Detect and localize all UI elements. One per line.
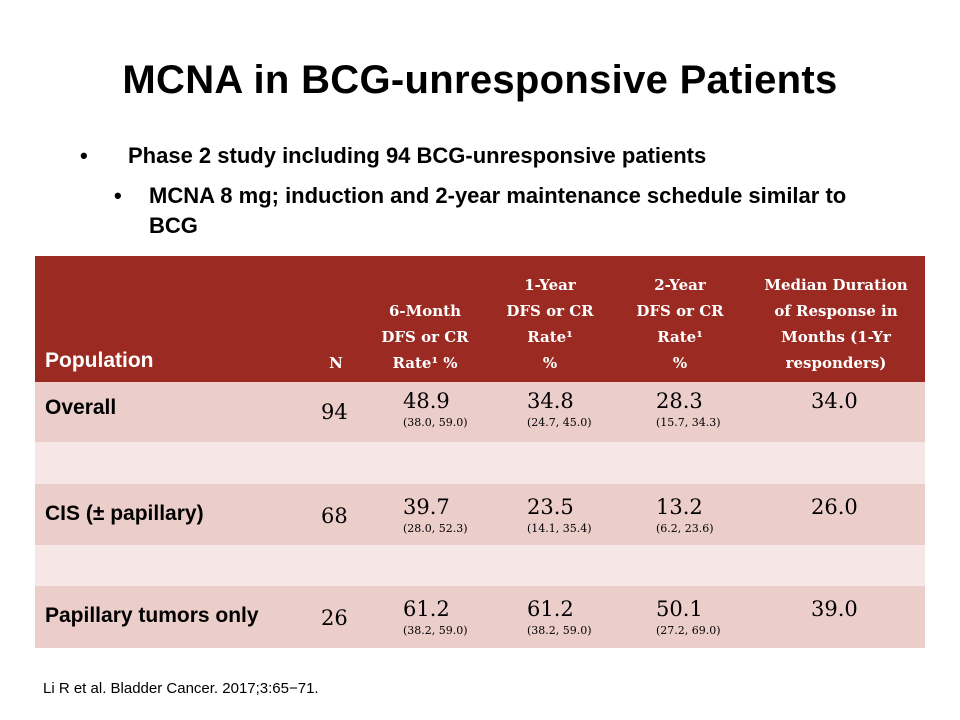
bullet-marker: •: [80, 143, 88, 168]
value: 13.2: [656, 495, 703, 519]
results-table: Population N 6-Month DFS or CR Rate¹ % 1…: [35, 256, 925, 648]
header-line: of Response in: [774, 302, 898, 320]
row-n: 94: [321, 400, 348, 424]
header-line: DFS or CR: [636, 302, 724, 320]
header-1-year: 1-Year DFS or CR Rate¹ %: [490, 272, 610, 376]
cell-2-year: 28.3 (15.7, 34.3): [656, 388, 721, 430]
value: 34.8: [527, 389, 574, 413]
value: 26.0: [811, 495, 858, 519]
value: 34.0: [811, 389, 858, 413]
confidence-interval: (38.2, 59.0): [527, 624, 592, 637]
header-line: responders): [785, 354, 887, 372]
confidence-interval: (6.2, 23.6): [656, 522, 714, 535]
header-line: Rate¹: [527, 328, 573, 346]
header-2-year: 2-Year DFS or CR Rate¹ %: [620, 272, 740, 376]
header-line: DFS or CR: [381, 328, 469, 346]
header-line: Rate¹: [657, 328, 703, 346]
confidence-interval: (24.7, 45.0): [527, 416, 592, 429]
value: 23.5: [527, 495, 574, 519]
row-label: CIS (± papillary): [45, 502, 204, 525]
header-n: N: [329, 354, 343, 372]
table-row: CIS (± papillary) 68 39.7 (28.0, 52.3) 2…: [35, 484, 925, 545]
row-label: Overall: [45, 396, 117, 419]
table-spacer-row: [35, 545, 925, 586]
cell-1-year: 34.8 (24.7, 45.0): [527, 388, 592, 430]
row-n: 68: [321, 504, 348, 528]
cell-1-year: 23.5 (14.1, 35.4): [527, 494, 592, 536]
slide-title: MCNA in BCG-unresponsive Patients: [122, 58, 838, 102]
header-6-month: 6-Month DFS or CR Rate¹ %: [365, 298, 485, 376]
value: 39.7: [403, 495, 450, 519]
confidence-interval: (15.7, 34.3): [656, 416, 721, 429]
cell-1-year: 61.2 (38.2, 59.0): [527, 596, 592, 638]
value: 39.0: [811, 597, 858, 621]
row-n: 26: [321, 606, 348, 630]
header-line: 1-Year: [524, 276, 576, 294]
table-row: Overall 94 48.9 (38.0, 59.0) 34.8 (24.7,…: [35, 382, 925, 442]
header-median-duration: Median Duration of Response in Months (1…: [747, 272, 925, 376]
header-line: Median Duration: [764, 276, 908, 294]
table-row: Papillary tumors only 26 61.2 (38.2, 59.…: [35, 586, 925, 648]
bullet-text: Phase 2 study including 94 BCG-unrespons…: [128, 143, 707, 168]
header-line: DFS or CR: [506, 302, 594, 320]
confidence-interval: (28.0, 52.3): [403, 522, 468, 535]
table-spacer-row: [35, 442, 925, 484]
confidence-interval: (38.2, 59.0): [403, 624, 468, 637]
confidence-interval: (14.1, 35.4): [527, 522, 592, 535]
value: 28.3: [656, 389, 703, 413]
citation: Li R et al. Bladder Cancer. 2017;3:65−71…: [43, 680, 319, 697]
table-header: Population N 6-Month DFS or CR Rate¹ % 1…: [35, 256, 925, 382]
cell-2-year: 13.2 (6.2, 23.6): [656, 494, 714, 536]
bullet-text: MCNA 8 mg; induction and 2-year maintena…: [149, 183, 847, 238]
cell-2-year: 50.1 (27.2, 69.0): [656, 596, 721, 638]
cell-median: 34.0: [811, 388, 858, 414]
header-line: Rate¹ %: [392, 354, 458, 372]
value: 61.2: [527, 597, 574, 621]
cell-median: 26.0: [811, 494, 858, 520]
value: 50.1: [656, 597, 703, 621]
cell-median: 39.0: [811, 596, 858, 622]
header-line: %: [672, 354, 688, 372]
confidence-interval: (27.2, 69.0): [656, 624, 721, 637]
cell-6-month: 39.7 (28.0, 52.3): [403, 494, 468, 536]
bullet-marker: •: [114, 183, 122, 208]
cell-6-month: 61.2 (38.2, 59.0): [403, 596, 468, 638]
cell-6-month: 48.9 (38.0, 59.0): [403, 388, 468, 430]
header-population: Population: [45, 349, 154, 372]
header-line: 6-Month: [388, 302, 461, 320]
row-label: Papillary tumors only: [45, 604, 259, 627]
confidence-interval: (38.0, 59.0): [403, 416, 468, 429]
value: 48.9: [403, 389, 450, 413]
header-line: 2-Year: [654, 276, 706, 294]
value: 61.2: [403, 597, 450, 621]
header-line: Months (1-Yr: [781, 328, 891, 346]
header-line: %: [542, 354, 558, 372]
